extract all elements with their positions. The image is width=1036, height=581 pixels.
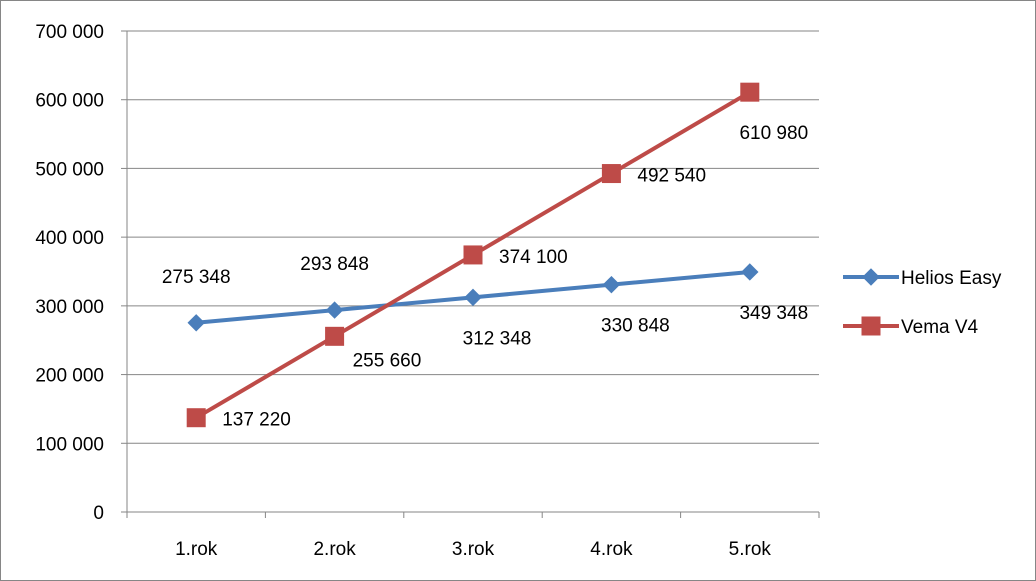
data-point-vema-v4 — [463, 245, 483, 265]
legend-marker-helios-easy — [862, 268, 880, 286]
y-tick-label: 0 — [93, 503, 104, 524]
legend-item-vema-v4: Vema V4 — [843, 316, 979, 338]
data-label-vema-v4: 610 980 — [739, 123, 808, 144]
data-point-vema-v4 — [186, 408, 206, 428]
y-tick-label: 100 000 — [35, 434, 104, 455]
data-point-helios-easy — [187, 314, 205, 332]
legend: Helios Easy Vema V4 — [843, 268, 1002, 338]
data-point-helios-easy — [602, 275, 621, 294]
data-label-vema-v4: 374 100 — [499, 247, 568, 268]
data-point-helios-easy — [741, 263, 759, 281]
data-label-vema-v4: 492 540 — [637, 166, 706, 187]
x-tick-label: 2.rok — [313, 539, 356, 560]
data-label-helios-easy: 349 348 — [739, 303, 808, 324]
y-tick-label: 500 000 — [35, 159, 104, 180]
data-label-helios-easy: 312 348 — [463, 328, 532, 349]
y-tick-label: 200 000 — [35, 366, 104, 387]
x-tick-label: 1.rok — [175, 539, 218, 560]
data-label-vema-v4: 255 660 — [353, 350, 422, 371]
data-point-vema-v4 — [325, 326, 345, 346]
data-point-vema-v4 — [601, 164, 621, 184]
data-point-helios-easy — [325, 301, 344, 319]
data-labels: 275 348 293 848 312 348 330 848 349 348 137 2… — [162, 123, 808, 431]
data-label-helios-easy: 275 348 — [162, 267, 231, 288]
x-tick-label: 4.rok — [590, 539, 633, 560]
legend-label-vema-v4: Vema V4 — [901, 317, 979, 338]
data-label-helios-easy: 293 848 — [300, 254, 369, 275]
data-point-vema-v4 — [740, 82, 760, 102]
legend-item-helios-easy: Helios Easy — [843, 268, 1002, 289]
data-label-vema-v4: 137 220 — [222, 410, 291, 431]
data-point-helios-easy — [464, 288, 482, 307]
x-tick-label: 5.rok — [729, 539, 772, 560]
y-tick-label: 300 000 — [35, 297, 104, 318]
data-label-helios-easy: 330 848 — [601, 316, 670, 337]
y-tick-label: 400 000 — [35, 228, 104, 249]
y-tick-label: 700 000 — [35, 22, 104, 43]
legend-label-helios-easy: Helios Easy — [901, 268, 1002, 289]
axes: 0 100 000 200 000 300 000 400 000 500 000 600 … — [35, 22, 820, 560]
series-lines — [186, 82, 760, 428]
x-tick-label: 3.rok — [452, 539, 495, 560]
legend-marker-vema-v4 — [861, 316, 881, 336]
y-tick-label: 600 000 — [35, 91, 104, 112]
